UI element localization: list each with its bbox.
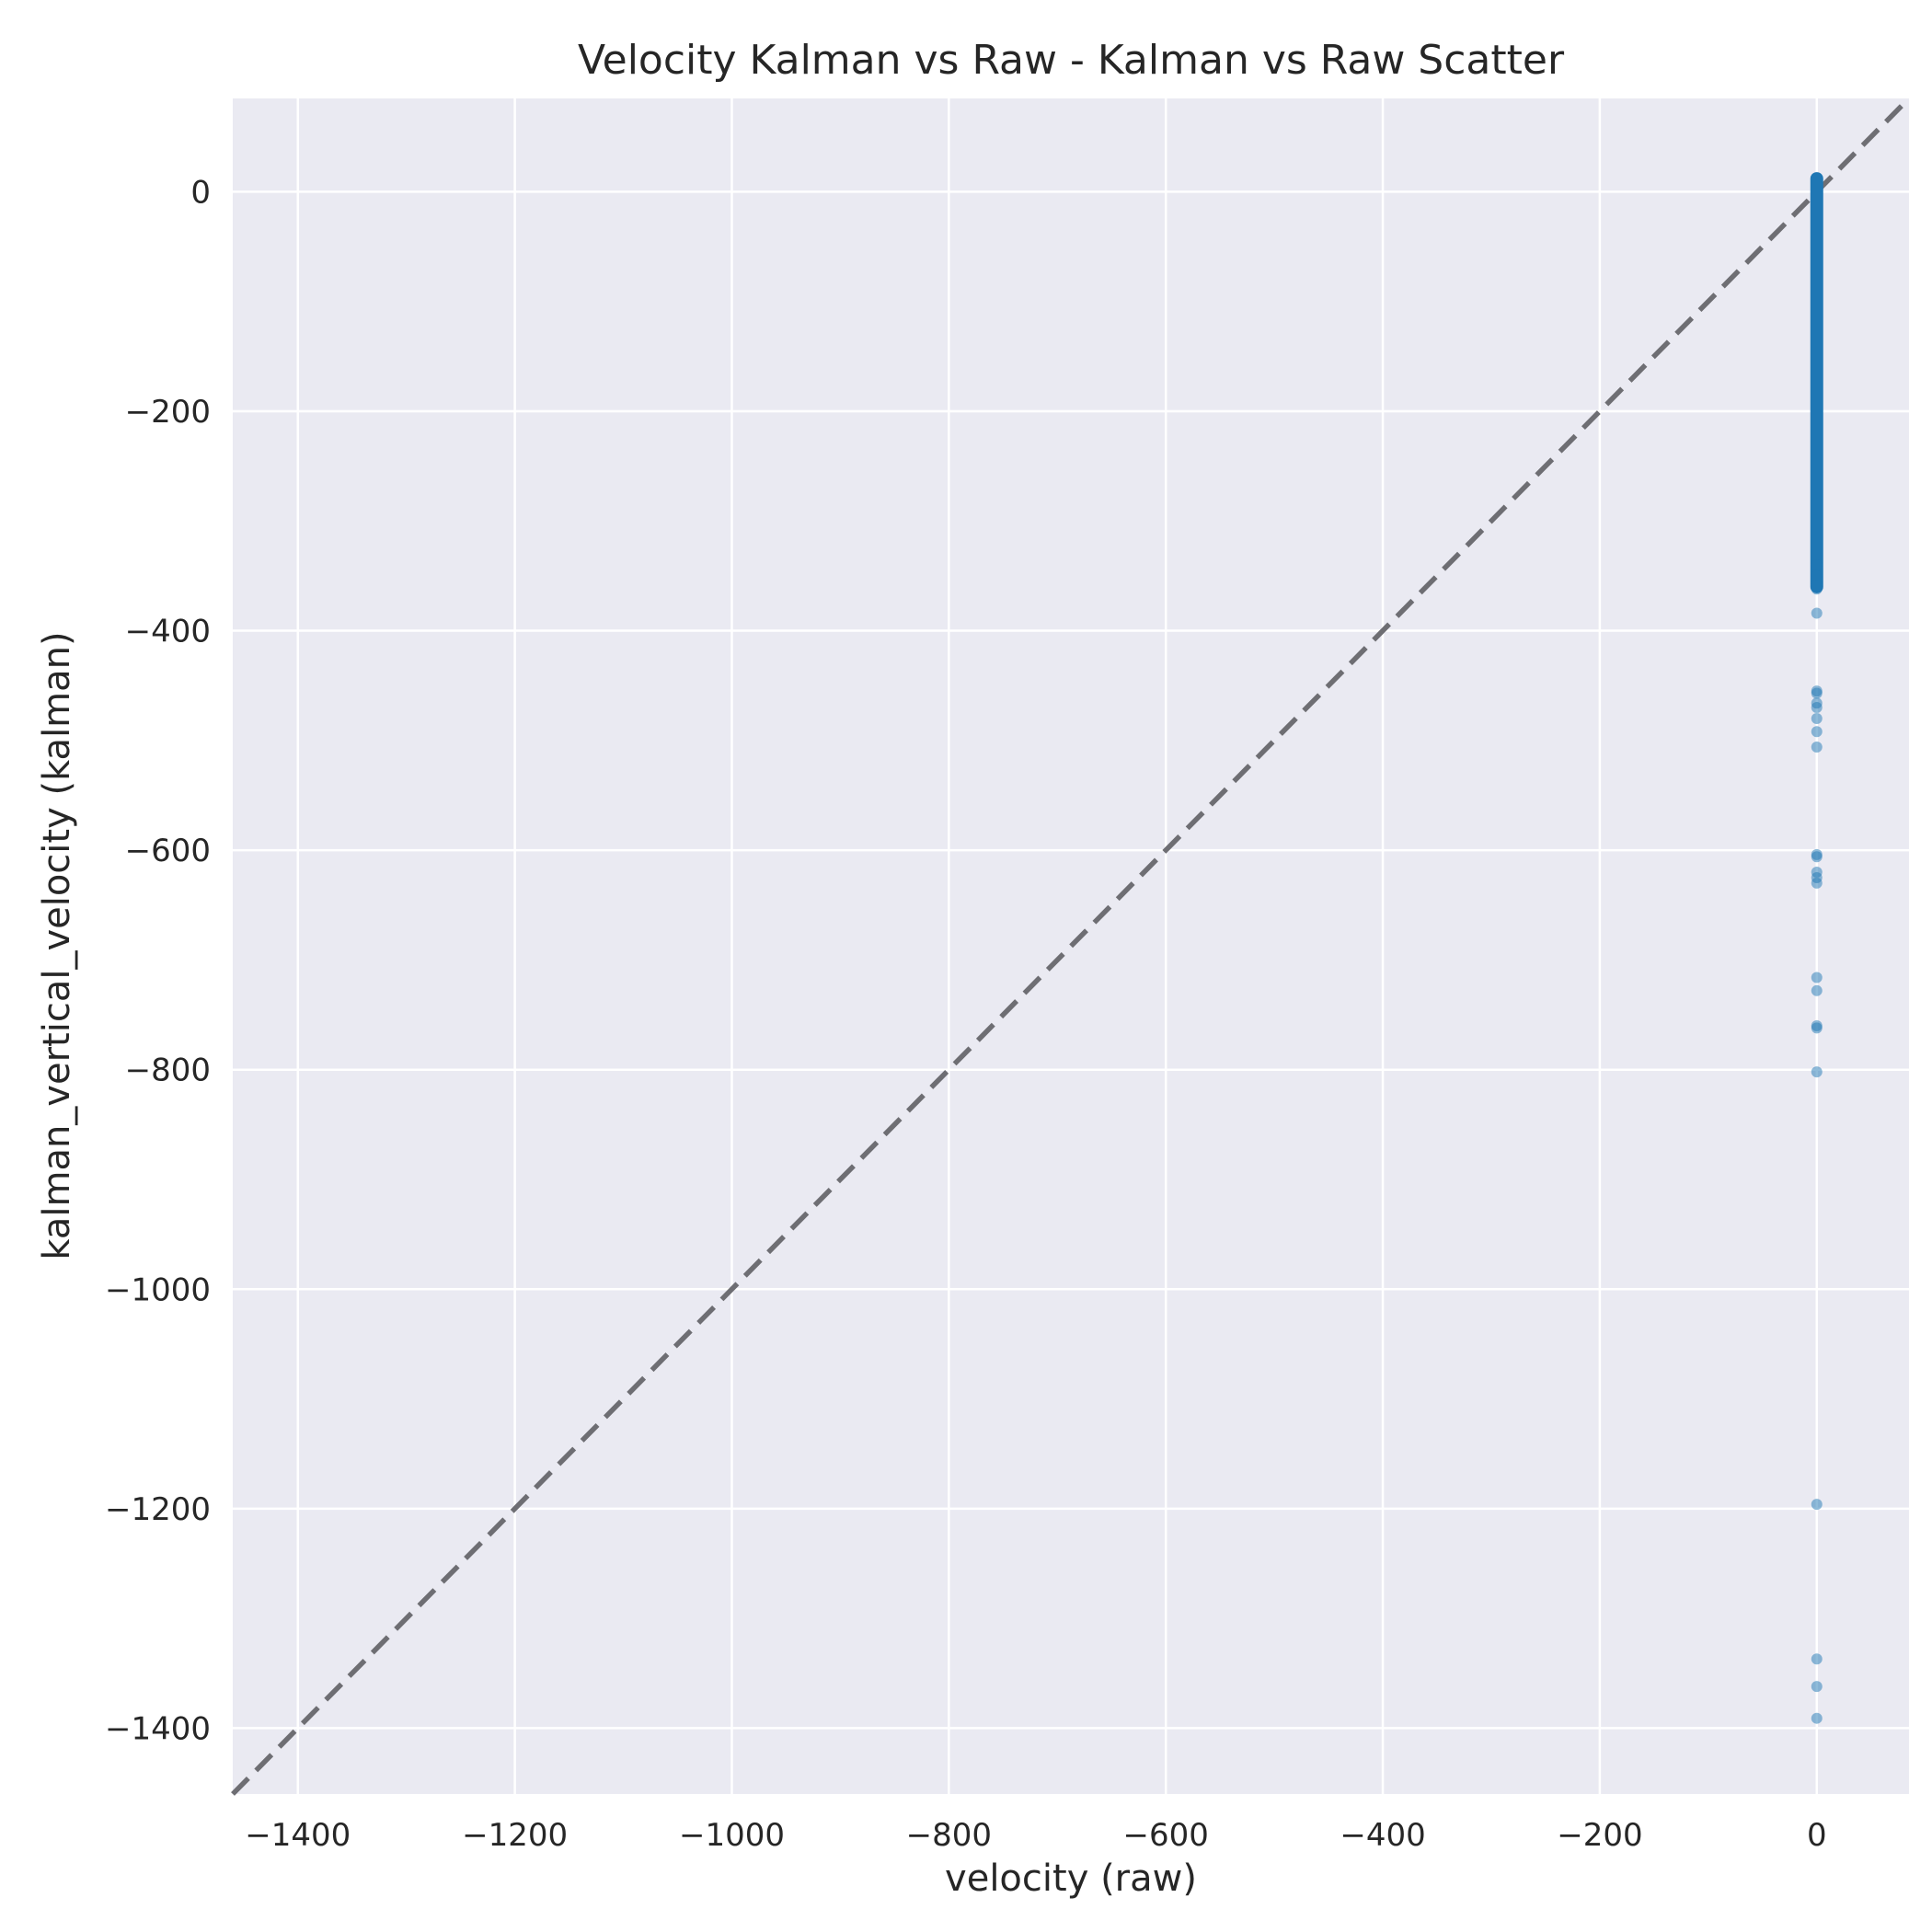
x-tick-label: −1400	[245, 1817, 351, 1854]
chart-title: Velocity Kalman vs Raw - Kalman vs Raw S…	[578, 37, 1565, 84]
y-tick-label: −800	[125, 1052, 211, 1089]
scatter-point	[1811, 1066, 1823, 1078]
scatter-point	[1811, 687, 1823, 699]
y-tick-label: −1200	[105, 1491, 211, 1528]
scatter-point	[1811, 607, 1823, 619]
y-tick-label: −1400	[105, 1710, 211, 1747]
y-tick-label: −200	[125, 394, 211, 431]
x-tick-label: −400	[1340, 1817, 1425, 1854]
scatter-point	[1811, 569, 1823, 581]
x-tick-label: −200	[1557, 1817, 1642, 1854]
y-tick-label: −600	[125, 833, 211, 869]
scatter-point	[1811, 1681, 1823, 1693]
x-tick-labels: −1400 −1200 −1000 −800 −600 −400 −200 0	[245, 1817, 1826, 1854]
x-tick-label: −1200	[462, 1817, 568, 1854]
data-points	[1810, 172, 1823, 1724]
scatter-point	[1811, 851, 1823, 863]
scatter-point	[1811, 741, 1823, 753]
x-tick-label: 0	[1807, 1817, 1827, 1854]
scatter-point	[1811, 712, 1823, 724]
y-tick-labels: 0 −200 −400 −600 −800 −1000 −1200 −1400	[105, 174, 211, 1747]
y-axis-label: kalman_vertical_velocity (kalman)	[36, 631, 78, 1259]
y-tick-label: −400	[125, 614, 211, 650]
x-axis-label: velocity (raw)	[945, 1857, 1197, 1900]
x-tick-label: −800	[906, 1817, 992, 1854]
scatter-point	[1811, 558, 1823, 570]
scatter-point	[1811, 984, 1823, 996]
scatter-point	[1811, 972, 1823, 983]
scatter-point	[1811, 726, 1823, 738]
scatter-point	[1811, 1653, 1823, 1665]
x-tick-label: −1000	[679, 1817, 785, 1854]
plot-area	[233, 98, 1909, 1794]
scatter-point	[1811, 1022, 1823, 1034]
dense-point-band	[1810, 172, 1823, 593]
scatter-point	[1811, 877, 1823, 889]
scatter-point	[1811, 1499, 1823, 1511]
y-tick-label: −1000	[105, 1271, 211, 1308]
scatter-point	[1811, 579, 1823, 591]
scatter-point	[1811, 702, 1823, 714]
scatter-point	[1811, 1712, 1823, 1724]
y-tick-label: 0	[190, 174, 211, 211]
x-tick-label: −600	[1122, 1817, 1208, 1854]
